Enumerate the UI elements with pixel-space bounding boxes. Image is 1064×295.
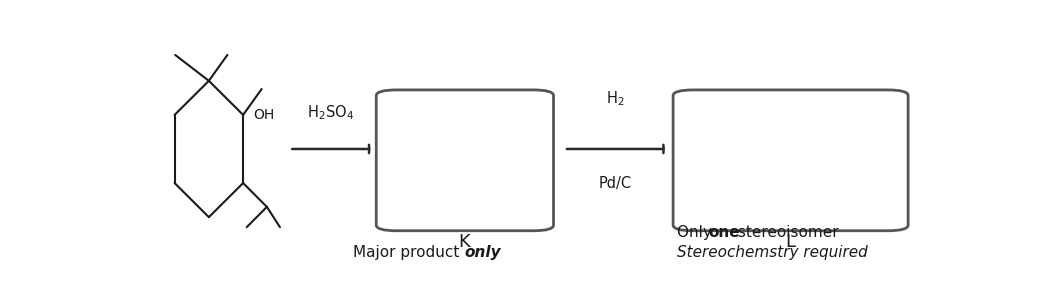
Text: H$_2$: H$_2$ <box>606 89 625 108</box>
Text: Pd/C: Pd/C <box>599 176 632 191</box>
Text: only: only <box>465 245 501 260</box>
Text: Stereochemstry required: Stereochemstry required <box>677 245 868 260</box>
Text: L: L <box>785 233 795 251</box>
FancyBboxPatch shape <box>377 90 553 231</box>
Text: Only: Only <box>677 225 717 240</box>
FancyBboxPatch shape <box>674 90 908 231</box>
Text: OH: OH <box>253 108 275 122</box>
Text: K: K <box>459 233 470 251</box>
Text: one: one <box>708 225 739 240</box>
Text: H$_2$SO$_4$: H$_2$SO$_4$ <box>307 103 354 122</box>
Text: stereoisomer: stereoisomer <box>732 225 838 240</box>
Text: Major product: Major product <box>353 245 465 260</box>
